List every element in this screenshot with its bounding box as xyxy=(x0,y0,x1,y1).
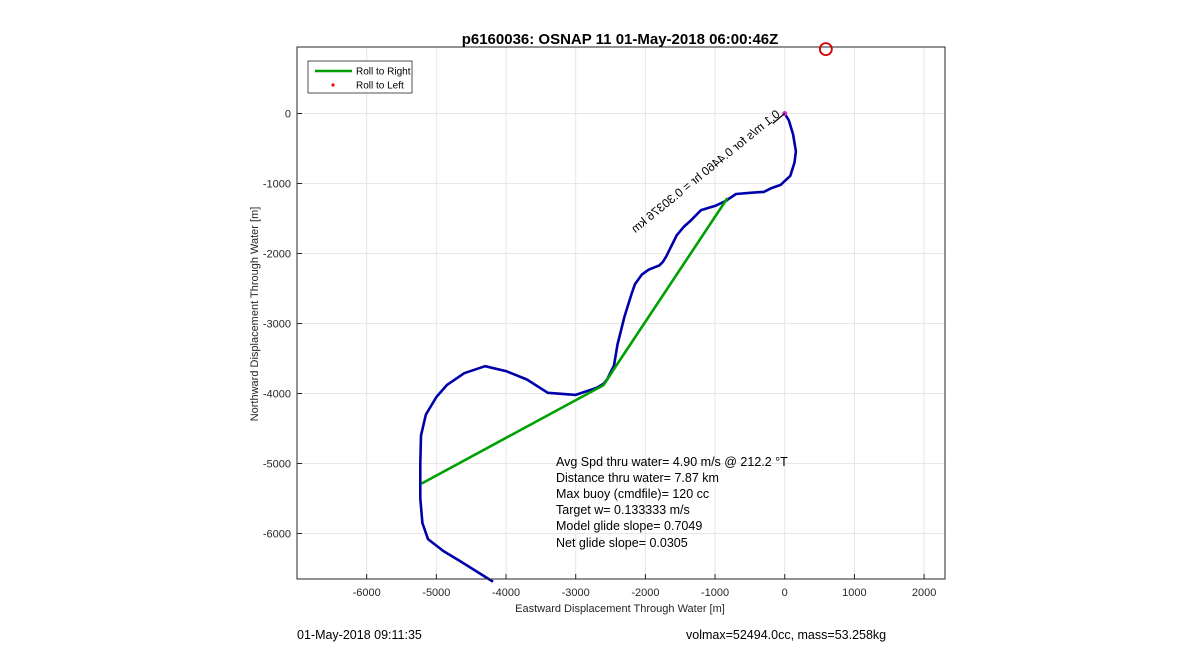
annotation-target-w: Target w= 0.133333 m/s xyxy=(556,503,690,517)
current-vector-arrow xyxy=(772,113,786,124)
plot-frame xyxy=(296,46,946,580)
plot-area xyxy=(297,47,945,579)
x-tick-label: -1000 xyxy=(701,587,729,599)
x-tick-label: -5000 xyxy=(422,587,450,599)
x-tick-label: 0 xyxy=(782,587,788,599)
y-tick-label: -3000 xyxy=(263,319,291,331)
footer-volmax-mass: volmax=52494.0cc, mass=53.258kg xyxy=(686,628,886,642)
legend-label-roll-right: Roll to Right xyxy=(356,67,411,78)
annotation-model-glide-slope: Model glide slope= 0.7049 xyxy=(556,519,702,533)
chart-title: p6160036: OSNAP 11 01-May-2018 06:00:46Z xyxy=(462,31,779,48)
y-tick-label: -5000 xyxy=(263,459,291,471)
roll-to-right-line xyxy=(421,197,729,485)
legend-label-roll-left: Roll to Left xyxy=(356,81,404,92)
y-axis-label: Northward Displacement Through Water [m] xyxy=(249,207,261,422)
x-axis-label: Eastward Displacement Through Water [m] xyxy=(515,603,725,615)
y-axis-ticks: 0 -1000 -2000 -3000 -4000 -5000 -6000 xyxy=(263,109,302,541)
y-tick-label: -2000 xyxy=(263,249,291,261)
legend-box xyxy=(307,60,413,94)
y-tick-label: -1000 xyxy=(263,179,291,191)
annotation-avg-speed: Avg Spd thru water= 4.90 m/s @ 212.2 °T xyxy=(556,455,788,469)
glider-track-line xyxy=(418,112,798,583)
annotation-distance: Distance thru water= 7.87 km xyxy=(556,471,719,485)
y-tick-label: 0 xyxy=(285,109,291,121)
target-marker xyxy=(818,42,833,56)
x-axis-ticks: -6000 -5000 -4000 -3000 -2000 -1000 0 1000 2000 xyxy=(353,574,936,599)
annotation-net-glide-slope: Net glide slope= 0.0305 xyxy=(556,536,688,550)
stats-annotation: Avg Spd thru water= 4.90 m/s @ 212.2 °T … xyxy=(556,455,788,550)
x-tick-label: -6000 xyxy=(353,587,381,599)
grid-lines xyxy=(297,47,945,579)
x-tick-label: -4000 xyxy=(492,587,520,599)
x-tick-label: 1000 xyxy=(842,587,866,599)
x-tick-label: -2000 xyxy=(631,587,659,599)
legend: Roll to Right Roll to Left xyxy=(307,60,413,94)
x-tick-label: 2000 xyxy=(912,587,936,599)
annotation-max-buoy: Max buoy (cmdfile)= 120 cc xyxy=(556,487,709,501)
y-tick-label: -4000 xyxy=(263,389,291,401)
footer-timestamp: 01-May-2018 09:11:35 xyxy=(297,628,422,642)
y-tick-label: -6000 xyxy=(263,529,291,541)
legend-swatch-roll-left xyxy=(331,83,335,87)
x-tick-label: -3000 xyxy=(562,587,590,599)
